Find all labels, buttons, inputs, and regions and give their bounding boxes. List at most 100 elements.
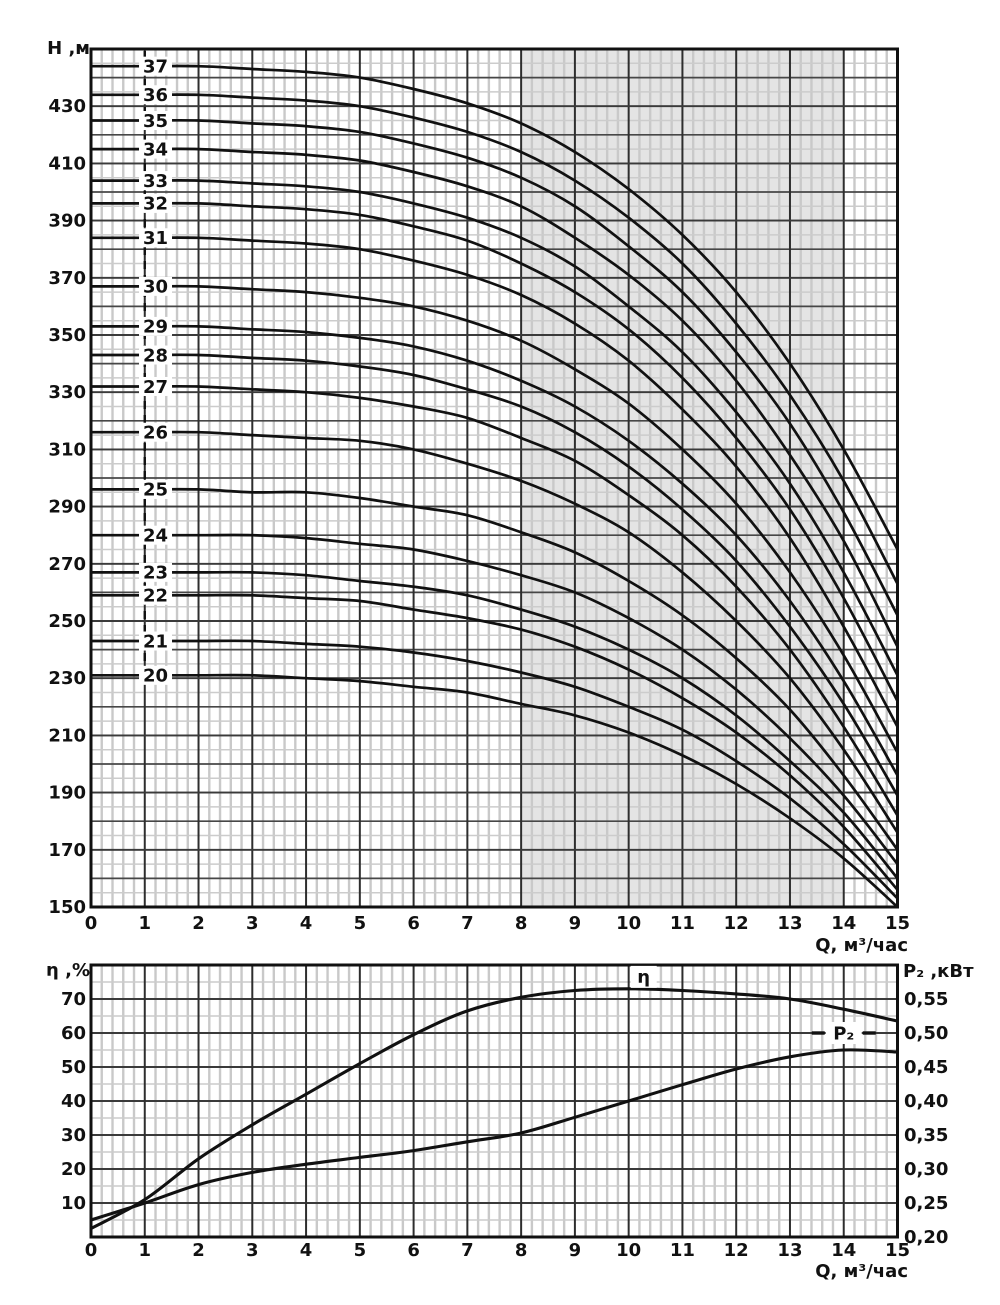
stage-label-bg — [139, 193, 173, 213]
stage-label-bg — [139, 376, 173, 396]
flow-tick-bottom-10: 10 — [616, 1240, 641, 1261]
flow-tick-bottom-5: 5 — [354, 1240, 367, 1261]
head-tick-410: 410 — [48, 153, 86, 174]
efficiency-tick-30: 30 — [61, 1125, 86, 1146]
head-curve-33 — [91, 179, 898, 677]
stage-label-bg — [139, 316, 173, 336]
flow-tick-top-2: 2 — [192, 913, 205, 934]
flow-tick-bottom-4: 4 — [300, 1240, 313, 1261]
head-tick-270: 270 — [48, 554, 86, 575]
head-tick-430: 430 — [48, 96, 86, 117]
stage-label-35: 35 — [143, 111, 168, 132]
power-axis-title: P₂ ,кВт — [903, 961, 974, 982]
stage-label-34: 34 — [143, 139, 168, 160]
flow-tick-bottom-9: 9 — [569, 1240, 582, 1261]
head-curve-29 — [91, 324, 898, 777]
power-tick-3: 0,35 — [904, 1125, 948, 1146]
stage-label-bg — [139, 422, 173, 442]
head-tick-190: 190 — [48, 783, 86, 804]
head-curve-26 — [91, 430, 898, 834]
head-curve-32 — [91, 201, 898, 703]
stage-label-bg — [139, 111, 173, 130]
power-curve-label: P₂ — [833, 1023, 854, 1044]
flow-tick-bottom-14: 14 — [831, 1240, 856, 1261]
power-tick-1: 0,25 — [904, 1193, 948, 1214]
flow-tick-bottom-0: 0 — [85, 1240, 98, 1261]
flow-tick-top-3: 3 — [246, 913, 259, 934]
flow-tick-bottom-15: 15 — [885, 1240, 910, 1261]
top-axis-ticks: 1501701902102302502702903103303503703904… — [48, 96, 910, 934]
stage-label-36: 36 — [143, 85, 168, 106]
stage-label-21: 21 — [143, 631, 168, 652]
flow-tick-top-6: 6 — [407, 913, 420, 934]
power-tick-7: 0,55 — [904, 989, 948, 1010]
stage-label-bg — [139, 56, 173, 76]
bottom-grid — [91, 965, 898, 1237]
power-tick-2: 0,30 — [904, 1159, 948, 1180]
head-curve-34 — [91, 147, 898, 649]
head-tick-330: 330 — [48, 382, 86, 403]
flow-tick-top-8: 8 — [515, 913, 528, 934]
stage-label-bg — [139, 562, 173, 582]
stage-label-20: 20 — [143, 666, 168, 687]
head-curve-35 — [91, 118, 898, 617]
head-tick-210: 210 — [48, 725, 86, 746]
head-curve-22 — [91, 593, 898, 892]
stage-label-bg — [139, 139, 173, 159]
efficiency-curve-label: η — [637, 967, 650, 988]
stage-label-27: 27 — [143, 377, 168, 398]
flow-tick-bottom-13: 13 — [777, 1240, 802, 1261]
bottom-plot-border — [89, 963, 899, 1239]
flow-axis-title-bottom: Q, м³/час — [815, 1261, 908, 1282]
power-tick-4: 0,40 — [904, 1091, 948, 1112]
stage-label-bg — [139, 345, 173, 365]
stage-label-26: 26 — [143, 423, 168, 444]
head-curve-28 — [91, 353, 898, 797]
stage-label-bg — [139, 228, 173, 248]
head-curve-25 — [91, 487, 898, 852]
stage-label-32: 32 — [143, 194, 168, 215]
stage-label-24: 24 — [143, 526, 168, 547]
flow-tick-top-1: 1 — [139, 913, 152, 934]
flow-tick-bottom-6: 6 — [407, 1240, 420, 1261]
stage-label-bg — [139, 585, 173, 605]
flow-tick-bottom-11: 11 — [670, 1240, 695, 1261]
efficiency-power-curves — [91, 987, 898, 1231]
flow-axis-title-top: Q, м³/час — [815, 935, 908, 956]
head-tick-350: 350 — [48, 325, 86, 346]
efficiency-tick-40: 40 — [61, 1091, 86, 1112]
stage-label-bg — [139, 525, 173, 545]
head-curve-27 — [91, 384, 898, 817]
head-curve-31 — [91, 236, 898, 729]
efficiency-tick-70: 70 — [61, 989, 86, 1010]
stage-label-25: 25 — [143, 480, 168, 501]
flow-tick-top-4: 4 — [300, 913, 313, 934]
efficiency-tick-20: 20 — [61, 1159, 86, 1180]
head-tick-150: 150 — [48, 897, 86, 918]
stage-label-22: 22 — [143, 586, 168, 607]
bottom-curve-labels: η P₂ — [630, 965, 876, 1044]
head-curve-37 — [91, 64, 898, 551]
stage-label-37: 37 — [143, 56, 168, 77]
flow-tick-top-5: 5 — [354, 913, 367, 934]
flow-tick-bottom-3: 3 — [246, 1240, 259, 1261]
efficiency-power-plot: ηP₂102030405060700,200,250,300,350,400,4… — [61, 963, 948, 1261]
stage-label-33: 33 — [143, 171, 168, 192]
stage-label-30: 30 — [143, 277, 168, 298]
efficiency-tick-10: 10 — [61, 1193, 86, 1214]
power-label-bg — [825, 1022, 862, 1044]
head-curve-36 — [91, 93, 898, 586]
head-tick-310: 310 — [48, 439, 86, 460]
flow-tick-bottom-8: 8 — [515, 1240, 528, 1261]
flow-tick-top-10: 10 — [616, 913, 641, 934]
stage-label-29: 29 — [143, 317, 168, 338]
head-curve-23 — [91, 570, 898, 880]
head-curve-21 — [91, 639, 898, 900]
head-axis-title: Н ,м — [47, 38, 90, 59]
top-grid — [91, 49, 898, 907]
bottom-axis-ticks: 102030405060700,200,250,300,350,400,450,… — [61, 989, 948, 1261]
efficiency-axis-title: η ,% — [46, 960, 90, 981]
